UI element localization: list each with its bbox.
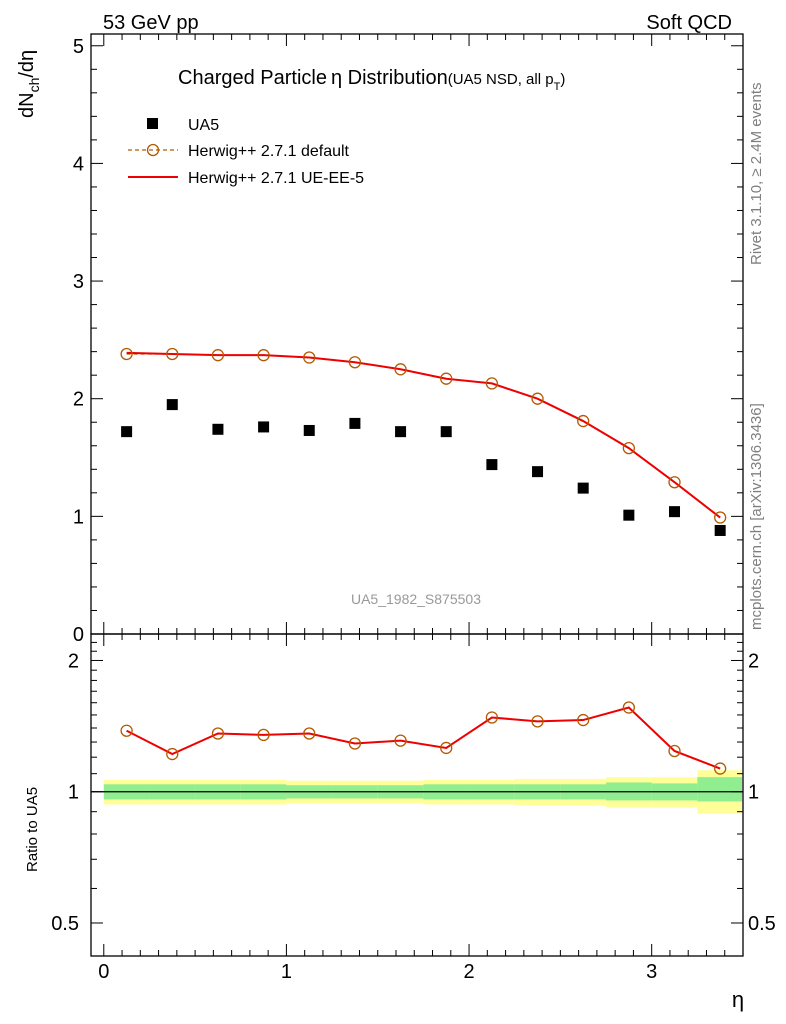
chart-title-eta: η (331, 67, 342, 89)
header-right: Soft QCD (646, 12, 732, 34)
legend-ueee5-label: Herwig++ 2.7.1 UE-EE-5 (188, 170, 364, 187)
ratio-herwig-default-point (394, 734, 407, 747)
legend-ua5-marker (147, 118, 158, 129)
y-axis-label-main: dN (16, 92, 38, 118)
y-axis-label-sub: ch (26, 78, 42, 93)
x-axis-label: η (732, 987, 744, 1012)
x-tick-label: 1 (281, 961, 292, 983)
ratio-herwig-default-point (668, 744, 681, 758)
ua5-data-point (258, 421, 270, 433)
ratio-herwig-default-point (531, 715, 544, 728)
herwig-default-point (622, 441, 636, 455)
y-tick-label: 5 (73, 36, 84, 58)
herwig-default-point (348, 356, 362, 369)
herwig-default-point (257, 349, 270, 362)
ratio-herwig-default-point (714, 762, 727, 775)
y-tick-label: 2 (73, 389, 84, 411)
chart-title-note-end: ) (560, 71, 565, 88)
herwig-default-point (485, 377, 499, 390)
ua5-data-point (395, 426, 407, 438)
y-tick-label: 3 (73, 271, 84, 293)
chart-title-note-sub: T (554, 81, 561, 93)
ratio-herwig-default-point (166, 747, 179, 761)
ratio-herwig-default-point (577, 713, 590, 727)
herwig-default-point (394, 363, 407, 376)
y-tick-label: 4 (73, 153, 84, 175)
ratio-herwig-default-point (257, 728, 270, 742)
herwig-default-point (303, 351, 316, 364)
herwig-default-point (211, 349, 225, 362)
series-herwig-ueee5-line (126, 351, 721, 519)
chart-title: Charged Particle η Distribution(UA5 NSD, … (178, 67, 565, 93)
ratio-y-tick-label: 1 (68, 782, 79, 804)
ua5-data-point (440, 426, 452, 438)
y-axis-label-end: /dη (16, 50, 38, 78)
chart-title-main: Charged Particle (178, 67, 327, 89)
chart-title-rest: Distribution (342, 67, 448, 89)
ratio-herwig-default-point (622, 701, 636, 714)
x-tick-label: 2 (463, 961, 474, 983)
ratio-y-tick-label-right: 2 (748, 650, 759, 672)
ua5-data-point (486, 459, 498, 471)
legend-ua5-label: UA5 (188, 117, 219, 134)
ua5-data-point (212, 423, 224, 435)
ratio-herwig-default-point (120, 724, 133, 737)
ua5-data-point (532, 466, 544, 478)
ratio-band-inner (697, 777, 742, 802)
ratio-y-tick-label: 0.5 (51, 913, 79, 935)
legend-default-marker (146, 143, 160, 157)
main-series (120, 347, 727, 536)
rivet-label: Rivet 3.1.10, ≥ 2.4M events (748, 83, 765, 266)
header-left: 53 GeV pp (103, 12, 199, 34)
ratio-herwig-default-point (485, 711, 499, 724)
mcplots-label: mcplots.cern.ch [arXiv:1306.3436] (748, 403, 765, 630)
ratio-herwig-ueee5-line (126, 706, 721, 770)
herwig-default-point (714, 511, 727, 524)
ua5-data-point (349, 417, 361, 429)
herwig-default-point (440, 372, 453, 385)
herwig-default-point (531, 392, 544, 405)
ratio-axes: 0 1 2 3 0.5 0.5 1 1 2 2 (51, 633, 776, 983)
ratio-herwig-default-point (211, 727, 225, 740)
y-axis-label: dNch/dη (16, 50, 42, 118)
x-tick-label: 3 (646, 961, 657, 983)
y-tick-label-zero: 0 (73, 624, 84, 646)
herwig-default-point (166, 347, 179, 361)
ratio-herwig-default-point (348, 737, 362, 750)
ua5-data-point (669, 506, 681, 518)
watermark-label: UA5_1982_S875503 (351, 591, 481, 607)
herwig-default-point (577, 414, 590, 428)
ratio-y-axis-label: Ratio to UA5 (24, 787, 41, 872)
ua5-data-point (303, 424, 315, 436)
ratio-herwig-default-point (440, 741, 453, 755)
ratio-y-tick-label-right: 0.5 (748, 913, 776, 935)
ua5-data-point (623, 509, 635, 521)
ua5-data-point (121, 426, 133, 438)
legend-default-label: Herwig++ 2.7.1 default (188, 143, 350, 160)
ua5-data-point (166, 399, 178, 411)
ratio-y-tick-label: 2 (68, 650, 79, 672)
legend: UA5 Herwig++ 2.7.1 default Herwig++ 2.7.… (128, 117, 364, 187)
herwig-default-point (668, 476, 681, 489)
ua5-data-point (714, 524, 726, 536)
x-tick-label: 0 (98, 961, 109, 983)
ratio-series (120, 701, 727, 775)
ratio-plot-frame (90, 633, 744, 957)
series-herwig-default-line (126, 353, 721, 519)
ratio-herwig-default-point (303, 727, 316, 740)
ratio-error-bands (91, 770, 743, 814)
main-axes: 1 2 3 4 5 0 (73, 33, 744, 646)
chart-title-note: (UA5 NSD, all p (448, 71, 554, 88)
ratio-y-tick-label-right: 1 (748, 782, 759, 804)
ua5-data-point (577, 482, 589, 494)
y-tick-label: 1 (73, 506, 84, 528)
herwig-default-point (120, 347, 133, 361)
